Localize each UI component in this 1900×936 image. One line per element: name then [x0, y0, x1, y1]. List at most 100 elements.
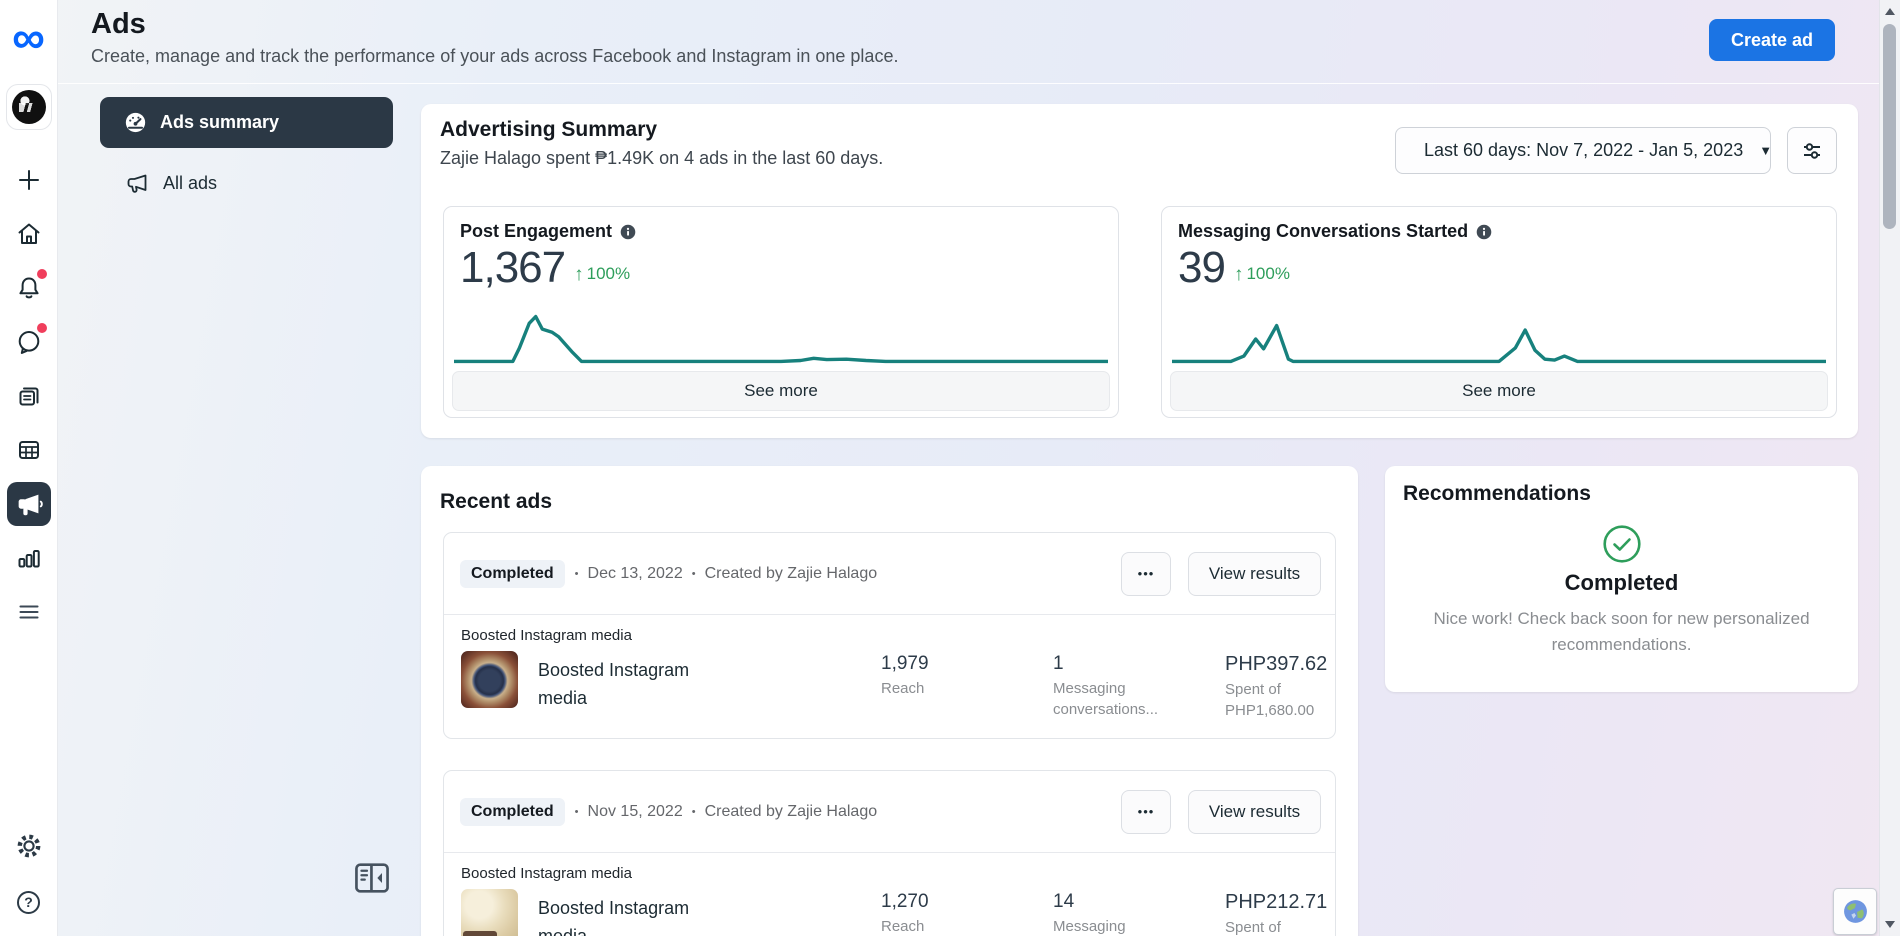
ad-entry: Completed • Nov 15, 2022 • Created by Za…	[443, 770, 1336, 936]
inbox-button[interactable]	[7, 320, 51, 364]
page-title: Ads	[91, 8, 146, 40]
post-engagement-card: Post Engagement 1,367 ↑ 100% See more	[443, 206, 1119, 418]
info-icon[interactable]	[620, 224, 636, 240]
bullet-icon: •	[691, 805, 696, 818]
recommendations-title: Recommendations	[1403, 482, 1591, 505]
left-rail: ∞	[0, 0, 58, 936]
meta-logo-icon[interactable]: ∞	[12, 11, 45, 63]
messaging-conversations-sparkline	[1172, 311, 1826, 367]
ads-button-selected[interactable]	[6, 482, 51, 526]
planner-button[interactable]	[7, 428, 51, 472]
collapse-sidebar-button[interactable]	[352, 858, 392, 898]
business-avatar[interactable]	[5, 84, 52, 130]
scroll-up-arrow[interactable]	[1885, 8, 1895, 15]
chat-icon	[18, 331, 39, 354]
status-badge: Completed	[460, 559, 565, 588]
advertising-summary-title: Advertising Summary	[440, 118, 658, 141]
nav-item-ads-summary[interactable]: Ads summary	[100, 97, 393, 148]
metric-value: 1,367	[460, 243, 566, 292]
more-options-button[interactable]: •••	[1121, 789, 1171, 834]
globe-icon	[1843, 900, 1867, 923]
insights-button[interactable]	[7, 536, 51, 580]
post-engagement-sparkline	[454, 311, 1108, 367]
ad-created-by: Created by Zajie Halago	[704, 564, 878, 582]
view-results-button[interactable]: View results	[1188, 551, 1321, 596]
pages-icon	[19, 387, 38, 406]
home-button[interactable]	[7, 212, 51, 256]
metric-value: 39	[1178, 243, 1226, 292]
messaging-conversations-card: Messaging Conversations Started 39 ↑ 100…	[1161, 206, 1837, 418]
metric-name: Messaging Conversations Started	[1178, 221, 1469, 241]
settings-button[interactable]	[7, 824, 51, 868]
date-range-label: Last 60 days: Nov 7, 2022 - Jan 5, 2023	[1424, 140, 1744, 160]
date-range-selector[interactable]: Last 60 days: Nov 7, 2022 - Jan 5, 2023 …	[1395, 127, 1773, 174]
ad-meta: • Nov 15, 2022 • Created by Zajie Halago	[575, 803, 877, 821]
filter-settings-button[interactable]	[1787, 127, 1837, 174]
content-button[interactable]	[7, 374, 51, 418]
home-icon	[18, 223, 39, 244]
recommendations-message: Nice work! Check back soon for new perso…	[1433, 609, 1810, 654]
page-subtitle: Create, manage and track the performance…	[91, 46, 899, 66]
ad-date: Nov 15, 2022	[587, 802, 683, 820]
browser-globe-button[interactable]	[1833, 888, 1877, 935]
advertising-summary-card: Advertising Summary Zajie Halago spent ₱…	[421, 104, 1858, 438]
scroll-down-arrow[interactable]	[1885, 921, 1895, 928]
ad-name[interactable]: Boosted Instagram media	[538, 898, 690, 936]
avatar-image	[11, 90, 46, 124]
plus-icon	[18, 170, 39, 190]
notification-dot	[36, 269, 47, 279]
view-results-button[interactable]: View results	[1188, 789, 1321, 834]
bullet-icon: •	[691, 567, 696, 580]
calendar-grid-icon	[18, 441, 39, 459]
up-arrow-icon: ↑	[574, 263, 584, 285]
rail-bottom-group: ?	[7, 824, 51, 936]
spent-stat: PHP212.71 Spent of PHP1,800.00	[1225, 891, 1328, 936]
check-circle-icon	[1602, 524, 1642, 564]
collapse-panel-icon	[355, 863, 389, 893]
spent-stat: PHP397.62 Spent of PHP1,680.00	[1225, 653, 1328, 719]
ad-entry: Completed • Dec 13, 2022 • Created by Za…	[443, 532, 1336, 739]
see-more-button[interactable]: See more	[452, 371, 1110, 411]
megaphone-icon	[18, 494, 43, 516]
ad-created-by: Created by Zajie Halago	[704, 802, 878, 820]
page-header: Ads Create, manage and track the perform…	[58, 0, 1879, 84]
ad-detail-row: Boosted Instagram media 1,979 Reach 1 Me…	[461, 651, 1327, 719]
ad-thumbnail[interactable]	[461, 651, 518, 708]
create-new-button[interactable]	[7, 158, 51, 202]
hamburger-menu-icon	[18, 605, 39, 619]
ad-kind-label: Boosted Instagram media	[461, 865, 632, 882]
see-more-button[interactable]: See more	[1170, 371, 1828, 411]
bullet-icon: •	[574, 567, 579, 580]
bullet-icon: •	[574, 805, 579, 818]
up-arrow-icon: ↑	[1233, 263, 1244, 285]
recommendations-card: Recommendations Completed Nice work! Che…	[1385, 466, 1858, 692]
ad-entry-header: Completed • Dec 13, 2022 • Created by Za…	[444, 533, 1335, 615]
help-button[interactable]: ?	[7, 880, 51, 924]
sliders-icon	[1804, 142, 1820, 159]
dashboard-gauge-icon	[125, 112, 146, 133]
create-ad-button[interactable]: Create ad	[1708, 19, 1835, 61]
nav-item-all-ads[interactable]: All ads	[100, 163, 393, 203]
gear-icon	[17, 834, 40, 858]
inbox-dot	[36, 323, 47, 333]
bar-chart-icon	[18, 550, 40, 568]
nav-label-all-ads: All ads	[163, 172, 218, 193]
metric-name: Post Engagement	[460, 221, 613, 241]
nav-label-ads-summary: Ads summary	[160, 112, 280, 132]
scrollbar-thumb[interactable]	[1883, 24, 1896, 229]
notifications-button[interactable]	[7, 266, 51, 310]
advertising-summary-subtitle: Zajie Halago spent ₱1.49K on 4 ads in th…	[440, 148, 884, 168]
info-icon[interactable]	[1476, 224, 1492, 240]
all-tools-button[interactable]	[7, 590, 51, 634]
reach-stat: 1,979 Reach	[881, 653, 929, 697]
recent-ads-card: Recent ads Completed • Dec 13, 2022 • Cr…	[421, 466, 1358, 936]
ad-thumbnail[interactable]	[461, 889, 518, 936]
metric-delta: ↑ 100%	[1233, 263, 1290, 285]
more-options-button[interactable]: •••	[1121, 551, 1171, 596]
chevron-down-icon: ▼	[1759, 143, 1773, 158]
vertical-scrollbar[interactable]	[1879, 0, 1900, 936]
reach-stat: 1,270 Reach	[881, 891, 929, 935]
ad-name[interactable]: Boosted Instagram media	[538, 660, 690, 708]
question-mark-icon: ?	[17, 890, 40, 914]
